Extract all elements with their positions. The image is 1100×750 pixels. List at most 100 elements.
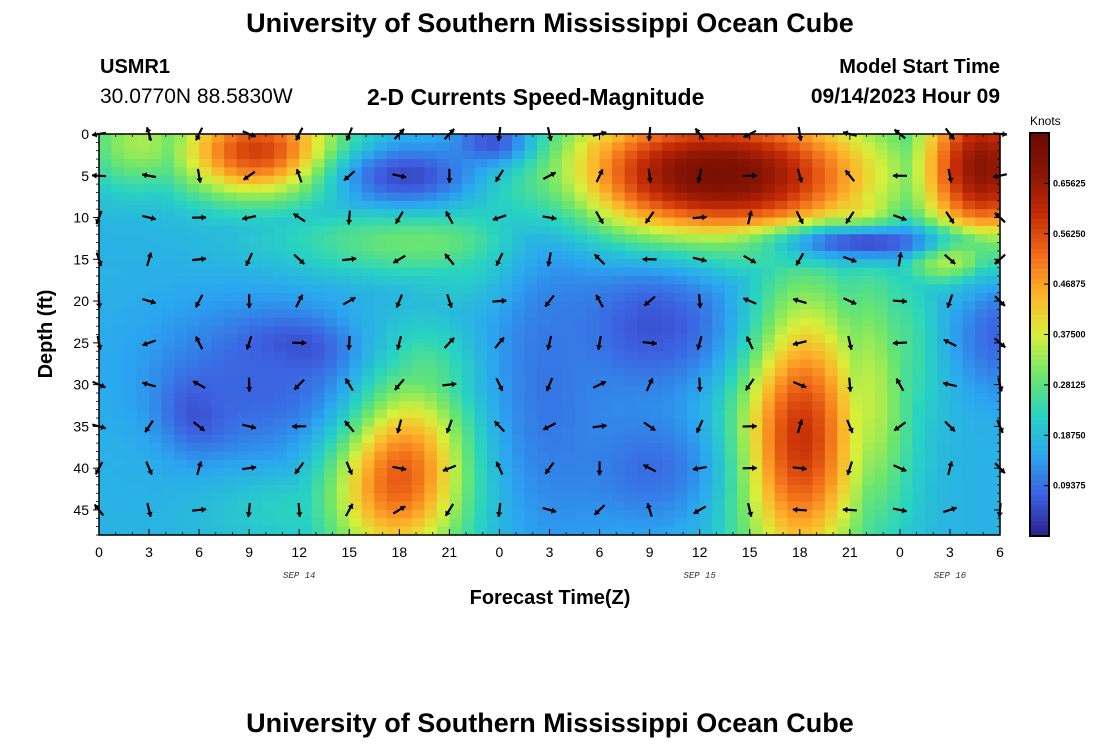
heatmap-cell [286, 250, 300, 260]
heatmap-cell [236, 217, 250, 227]
heatmap-cell [937, 259, 951, 269]
current-vector [142, 381, 157, 388]
model-start-label: Model Start Time [839, 56, 1000, 78]
heatmap-cell [837, 418, 851, 427]
vector-head [495, 176, 501, 182]
heatmap-cell [374, 317, 388, 327]
heatmap-cell [499, 301, 513, 311]
heatmap-cell [699, 209, 713, 219]
heatmap-cell [136, 501, 150, 511]
heatmap-cell [549, 292, 563, 302]
heatmap-cell [511, 418, 526, 427]
heatmap-cell [749, 376, 763, 386]
heatmap-cell [324, 259, 338, 269]
heatmap-cell [399, 493, 413, 503]
heatmap-cell [236, 250, 250, 260]
heatmap-cell [774, 184, 788, 194]
heatmap-cell [249, 484, 263, 494]
heatmap-cell [236, 284, 250, 294]
vector-head [598, 218, 604, 224]
heatmap-cell [687, 301, 701, 311]
heatmap-cell [687, 167, 701, 177]
heatmap-cell [324, 150, 338, 160]
heatmap-cell [724, 351, 738, 361]
heatmap-cell [924, 426, 939, 436]
heatmap-cell [411, 267, 425, 277]
colorbar-segment [1030, 329, 1049, 336]
heatmap-cell [499, 468, 513, 478]
current-vector [445, 419, 453, 434]
heatmap-cell [549, 376, 563, 386]
heatmap-cell [336, 309, 350, 319]
heatmap-cell [486, 134, 501, 143]
heatmap-cell [562, 309, 576, 319]
heatmap-cell [937, 434, 951, 444]
heatmap-cell [511, 184, 526, 194]
heatmap-cell [186, 267, 200, 277]
x-axis-title: Forecast Time(Z) [470, 587, 631, 609]
heatmap-cell [737, 409, 751, 419]
heatmap-cell [862, 217, 876, 227]
vector-head [250, 424, 256, 430]
heatmap-cell [374, 225, 388, 235]
heatmap-cell [974, 301, 989, 311]
heatmap-cell [324, 334, 338, 344]
heatmap-cell [174, 209, 188, 219]
heatmap-cell [236, 493, 250, 503]
heatmap-cell [474, 484, 488, 494]
heatmap-cell [762, 175, 776, 185]
heatmap-cell [299, 351, 313, 361]
heatmap-cell [749, 326, 763, 336]
current-vector [792, 506, 807, 513]
colorbar-segment [1030, 425, 1049, 431]
heatmap-cell [862, 367, 876, 377]
heatmap-cell [762, 384, 776, 394]
heatmap-cell [99, 484, 113, 494]
heatmap-cell [424, 334, 438, 344]
heatmap-cell [224, 418, 238, 427]
heatmap-cell [649, 418, 663, 427]
heatmap-cell [161, 342, 175, 352]
heatmap-cell [987, 326, 1001, 336]
heatmap-cell [386, 526, 400, 536]
heatmap-cell [949, 351, 964, 361]
heatmap-cell [299, 401, 313, 411]
heatmap-cell [286, 409, 300, 419]
heatmap-cell [411, 234, 425, 244]
heatmap-cell [687, 376, 701, 386]
heatmap-cell [962, 276, 976, 285]
colorbar-tick-label: 0.46875 [1053, 279, 1086, 289]
heatmap-cell [499, 367, 513, 377]
heatmap-cell [399, 526, 413, 536]
heatmap-cell [399, 401, 413, 411]
heatmap-cell [436, 459, 450, 469]
heatmap-cell [812, 409, 826, 419]
heatmap-cell [349, 359, 363, 369]
heatmap-cell [274, 159, 288, 169]
vector-head [947, 461, 954, 467]
current-vector [142, 172, 157, 179]
heatmap-cell [161, 242, 175, 252]
heatmap-cell [461, 334, 476, 344]
heatmap-cell [399, 484, 413, 494]
heatmap-cell [624, 217, 638, 227]
heatmap-cell [637, 159, 651, 169]
heatmap-cell [386, 259, 400, 269]
heatmap-cell [624, 192, 638, 202]
heatmap-cell [849, 451, 863, 461]
heatmap-cell [336, 292, 350, 302]
heatmap-cell [887, 317, 901, 327]
heatmap-cell [336, 276, 350, 285]
heatmap-cell [987, 401, 1001, 411]
heatmap-cell [562, 276, 576, 285]
heatmap-cell [161, 175, 175, 185]
heatmap-cell [974, 267, 989, 277]
heatmap-cell [887, 209, 901, 219]
heatmap-cell [486, 409, 501, 419]
heatmap-cell [912, 376, 926, 386]
heatmap-cell [787, 167, 801, 177]
current-vector [846, 419, 854, 434]
heatmap-cell [774, 225, 788, 235]
heatmap-cell [336, 217, 350, 227]
heatmap-cell [899, 409, 913, 419]
